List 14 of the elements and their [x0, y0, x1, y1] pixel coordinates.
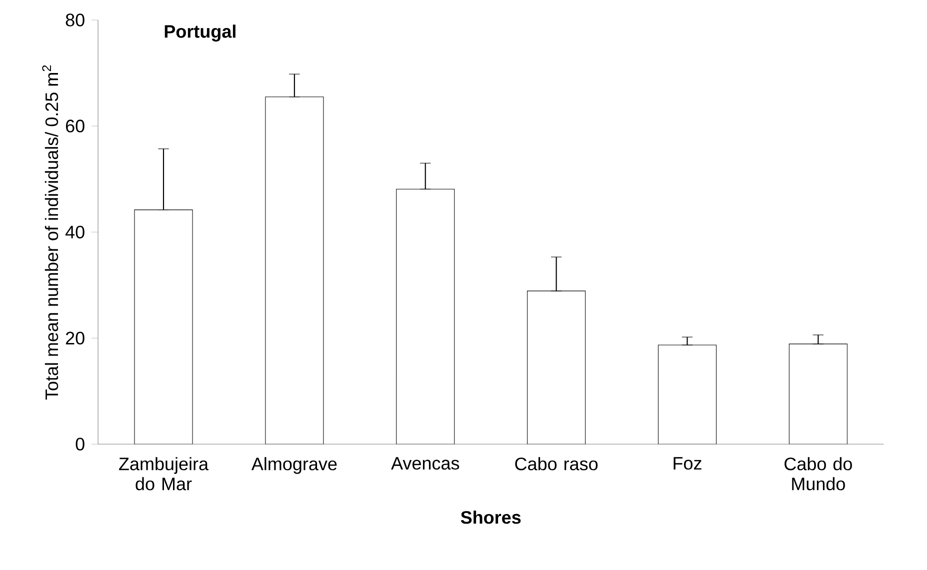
x-tick-label: Foz — [674, 457, 702, 470]
x-tick-label: Cabo raso — [515, 457, 598, 471]
y-axis-title: Total mean number of individuals/ 0.25 m$^{2}$ — [42, 66, 58, 400]
y-tick-label: 20 — [66, 332, 84, 345]
y-tick-label: 0 — [76, 438, 84, 451]
x-tick-label: Almograve — [251, 457, 337, 474]
y-tick-label: 80 — [66, 14, 84, 27]
x-axis-title: Shores — [460, 510, 521, 524]
y-tick-label: 60 — [66, 120, 84, 133]
x-tick-label: Zambujeira do Mar — [119, 457, 209, 491]
x-tick-label: Cabo do Mundo — [784, 457, 852, 491]
x-tick-label: Avencas — [391, 457, 460, 470]
y-tick-label: 40 — [65, 226, 84, 239]
chart-title: Portugal — [164, 24, 236, 42]
